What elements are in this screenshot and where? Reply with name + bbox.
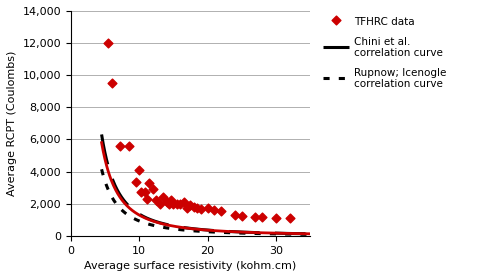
TFHRC data: [217, 209, 225, 213]
TFHRC data: [204, 206, 212, 211]
TFHRC data: [152, 198, 160, 203]
TFHRC data: [272, 216, 280, 220]
Chini et al.
correlation curve: [184, 226, 190, 230]
X-axis label: Average surface resistivity (kohm.cm): Average surface resistivity (kohm.cm): [84, 261, 296, 271]
TFHRC data: [210, 208, 218, 212]
Chini et al.
correlation curve: [254, 231, 260, 234]
TFHRC data: [140, 190, 148, 195]
TFHRC data: [168, 198, 175, 203]
TFHRC data: [258, 215, 266, 220]
TFHRC data: [186, 203, 194, 207]
TFHRC data: [132, 180, 140, 184]
TFHRC data: [180, 200, 188, 204]
TFHRC data: [116, 144, 124, 148]
TFHRC data: [108, 81, 116, 85]
TFHRC data: [252, 214, 260, 219]
Chini et al.
correlation curve: [98, 133, 104, 136]
TFHRC data: [159, 195, 167, 199]
TFHRC data: [149, 187, 157, 192]
TFHRC data: [104, 41, 112, 45]
Rupnow; Icenogle
correlation curve: [168, 227, 174, 230]
Rupnow; Icenogle
correlation curve: [98, 168, 104, 171]
TFHRC data: [238, 214, 246, 218]
Chini et al.
correlation curve: [124, 203, 130, 206]
TFHRC data: [156, 202, 164, 206]
Chini et al.
correlation curve: [314, 232, 320, 236]
TFHRC data: [173, 202, 181, 206]
TFHRC data: [162, 200, 170, 204]
Rupnow; Icenogle
correlation curve: [234, 231, 240, 235]
Chini et al.
correlation curve: [255, 231, 261, 234]
TFHRC data: [176, 202, 184, 206]
TFHRC data: [170, 202, 177, 207]
Rupnow; Icenogle
correlation curve: [184, 229, 190, 232]
TFHRC data: [164, 202, 172, 207]
TFHRC data: [286, 216, 294, 220]
Line: Rupnow; Icenogle
correlation curve: Rupnow; Icenogle correlation curve: [102, 169, 317, 234]
TFHRC data: [196, 207, 204, 212]
TFHRC data: [190, 205, 198, 209]
Y-axis label: Average RCPT (Coulombs): Average RCPT (Coulombs): [7, 51, 17, 196]
Chini et al.
correlation curve: [234, 230, 240, 234]
Rupnow; Icenogle
correlation curve: [254, 232, 260, 235]
Line: Chini et al.
correlation curve: Chini et al. correlation curve: [102, 135, 317, 234]
TFHRC data: [146, 180, 154, 185]
TFHRC data: [137, 190, 145, 195]
TFHRC data: [183, 205, 191, 210]
Legend: TFHRC data, Chini et al.
correlation curve, Rupnow; Icenogle
correlation curve: TFHRC data, Chini et al. correlation cur…: [320, 12, 450, 93]
TFHRC data: [231, 213, 239, 217]
Rupnow; Icenogle
correlation curve: [314, 233, 320, 236]
Rupnow; Icenogle
correlation curve: [255, 232, 261, 235]
TFHRC data: [144, 197, 152, 201]
TFHRC data: [125, 144, 133, 148]
TFHRC data: [135, 168, 143, 172]
TFHRC data: [194, 205, 202, 210]
Chini et al.
correlation curve: [168, 224, 174, 227]
Rupnow; Icenogle
correlation curve: [124, 213, 130, 216]
